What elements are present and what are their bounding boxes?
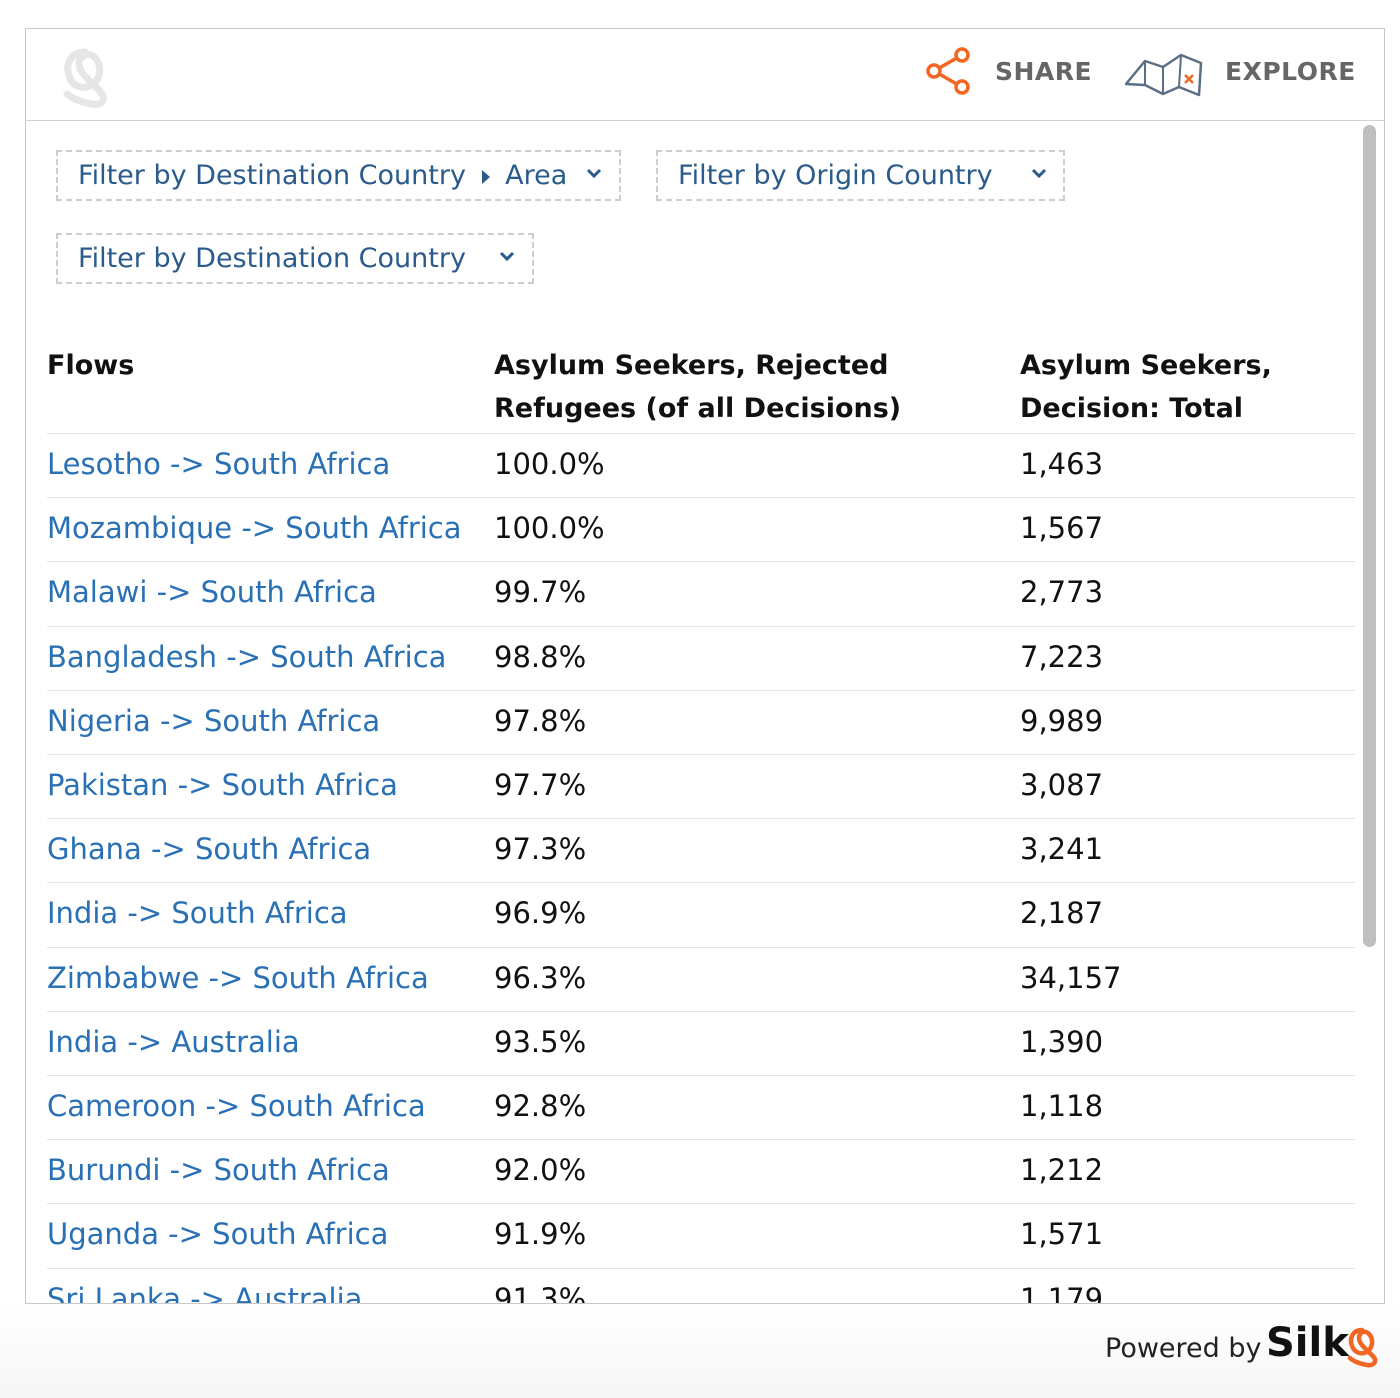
flow-link[interactable]: Sri Lanka -> Australia — [47, 1282, 363, 1303]
rejected-percent: 100.0% — [494, 511, 605, 545]
decision-total: 1,118 — [1020, 1089, 1104, 1123]
flow-link[interactable]: Bangladesh -> South Africa — [47, 640, 447, 674]
share-button[interactable]: SHARE — [995, 57, 1093, 86]
silk-brand[interactable]: Silk — [1266, 1320, 1349, 1366]
table-row: Burundi -> South Africa 92.0% 1,212 — [47, 1139, 1355, 1204]
scrollbar-thumb[interactable] — [1363, 125, 1376, 947]
decision-total: 3,241 — [1020, 832, 1104, 866]
silk-logo-icon[interactable] — [59, 46, 111, 108]
flow-link[interactable]: Nigeria -> South Africa — [47, 704, 381, 738]
decision-total: 1,463 — [1020, 447, 1104, 481]
table-row: India -> Australia 93.5% 1,390 — [47, 1011, 1355, 1076]
flow-link[interactable]: India -> South Africa — [47, 896, 348, 930]
filter-destination-country[interactable]: Filter by Destination Country — [56, 233, 534, 284]
table-row: Mozambique -> South Africa 100.0% 1,567 — [47, 497, 1355, 562]
rejected-percent: 91.3% — [494, 1282, 587, 1303]
column-header-flows-label: Flows — [47, 350, 135, 381]
table-row: Bangladesh -> South Africa 98.8% 7,223 — [47, 626, 1355, 691]
caret-right-icon — [481, 169, 490, 184]
table-row: India -> South Africa 96.9% 2,187 — [47, 882, 1355, 947]
widget-header: SHARE EXPLORE — [26, 29, 1384, 121]
flow-link[interactable]: Burundi -> South Africa — [47, 1153, 390, 1187]
table-row: Ghana -> South Africa 97.3% 3,241 — [47, 818, 1355, 883]
flow-link[interactable]: Lesotho -> South Africa — [47, 447, 391, 481]
explore-button[interactable]: EXPLORE — [1225, 57, 1356, 86]
rejected-percent: 92.0% — [494, 1153, 587, 1187]
table-row: Nigeria -> South Africa 97.8% 9,989 — [47, 690, 1355, 755]
decision-total: 1,571 — [1020, 1217, 1104, 1251]
chevron-down-icon — [1031, 168, 1047, 179]
silk-brand-icon[interactable] — [1345, 1326, 1379, 1368]
rejected-percent: 97.8% — [494, 704, 587, 738]
decision-total: 1,567 — [1020, 511, 1104, 545]
column-header-total-line1: Asylum Seekers, — [1020, 350, 1272, 381]
map-icon[interactable] — [1123, 51, 1205, 99]
column-header-rejected-line2: Refugees (of all Decisions) — [494, 393, 902, 424]
chevron-down-icon — [586, 168, 602, 179]
table-row: Pakistan -> South Africa 97.7% 3,087 — [47, 754, 1355, 819]
table-row: Cameroon -> South Africa 92.8% 1,118 — [47, 1075, 1355, 1140]
rejected-percent: 97.7% — [494, 768, 587, 802]
flow-link[interactable]: Malawi -> South Africa — [47, 575, 377, 609]
filter-origin-country-label: Filter by Origin Country — [678, 160, 993, 191]
chevron-down-icon — [499, 251, 515, 262]
silk-widget: SHARE EXPLORE Filter by Destination Coun… — [25, 28, 1385, 1304]
decision-total: 9,989 — [1020, 704, 1104, 738]
decision-total: 1,390 — [1020, 1025, 1104, 1059]
flow-link[interactable]: India -> Australia — [47, 1025, 300, 1059]
column-header-flows[interactable]: Flows — [47, 344, 134, 387]
rejected-percent: 97.3% — [494, 832, 587, 866]
flow-link[interactable]: Zimbabwe -> South Africa — [47, 961, 429, 995]
rejected-percent: 93.5% — [494, 1025, 587, 1059]
table-content: Filter by Destination Country Area Filte… — [26, 121, 1358, 1303]
decision-total: 2,187 — [1020, 896, 1104, 930]
footer-band — [0, 1304, 1400, 1398]
decision-total: 1,212 — [1020, 1153, 1104, 1187]
share-icon[interactable] — [924, 46, 972, 96]
rejected-percent: 91.9% — [494, 1217, 587, 1251]
flow-link[interactable]: Mozambique -> South Africa — [47, 511, 462, 545]
rejected-percent: 96.3% — [494, 961, 587, 995]
table-row: Lesotho -> South Africa 100.0% 1,463 — [47, 433, 1355, 498]
rejected-percent: 99.7% — [494, 575, 587, 609]
filter-destination-area[interactable]: Filter by Destination Country Area — [56, 150, 621, 201]
decision-total: 34,157 — [1020, 961, 1122, 995]
table-row: Sri Lanka -> Australia 91.3% 1,179 — [47, 1268, 1355, 1303]
filter-origin-country[interactable]: Filter by Origin Country — [656, 150, 1065, 201]
filter-destination-area-suffix: Area — [505, 160, 568, 191]
powered-by-label: Powered by — [1105, 1333, 1262, 1364]
flow-link[interactable]: Ghana -> South Africa — [47, 832, 372, 866]
rejected-percent: 92.8% — [494, 1089, 587, 1123]
filter-destination-area-label: Filter by Destination Country — [78, 160, 466, 191]
filter-destination-country-label: Filter by Destination Country — [78, 243, 466, 274]
table-row: Malawi -> South Africa 99.7% 2,773 — [47, 561, 1355, 626]
flow-link[interactable]: Cameroon -> South Africa — [47, 1089, 426, 1123]
rejected-percent: 98.8% — [494, 640, 587, 674]
rejected-percent: 100.0% — [494, 447, 605, 481]
column-header-rejected-line1: Asylum Seekers, Rejected — [494, 350, 889, 381]
decision-total: 7,223 — [1020, 640, 1104, 674]
decision-total: 2,773 — [1020, 575, 1104, 609]
table-row: Uganda -> South Africa 91.9% 1,571 — [47, 1203, 1355, 1268]
flow-link[interactable]: Pakistan -> South Africa — [47, 768, 398, 802]
flow-link[interactable]: Uganda -> South Africa — [47, 1217, 389, 1251]
decision-total: 3,087 — [1020, 768, 1104, 802]
column-header-total[interactable]: Asylum Seekers, Decision: Total — [1020, 344, 1272, 430]
column-header-total-line2: Decision: Total — [1020, 393, 1244, 424]
column-header-rejected[interactable]: Asylum Seekers, Rejected Refugees (of al… — [494, 344, 901, 430]
rejected-percent: 96.9% — [494, 896, 587, 930]
decision-total: 1,179 — [1020, 1282, 1104, 1303]
table-row: Zimbabwe -> South Africa 96.3% 34,157 — [47, 947, 1355, 1012]
